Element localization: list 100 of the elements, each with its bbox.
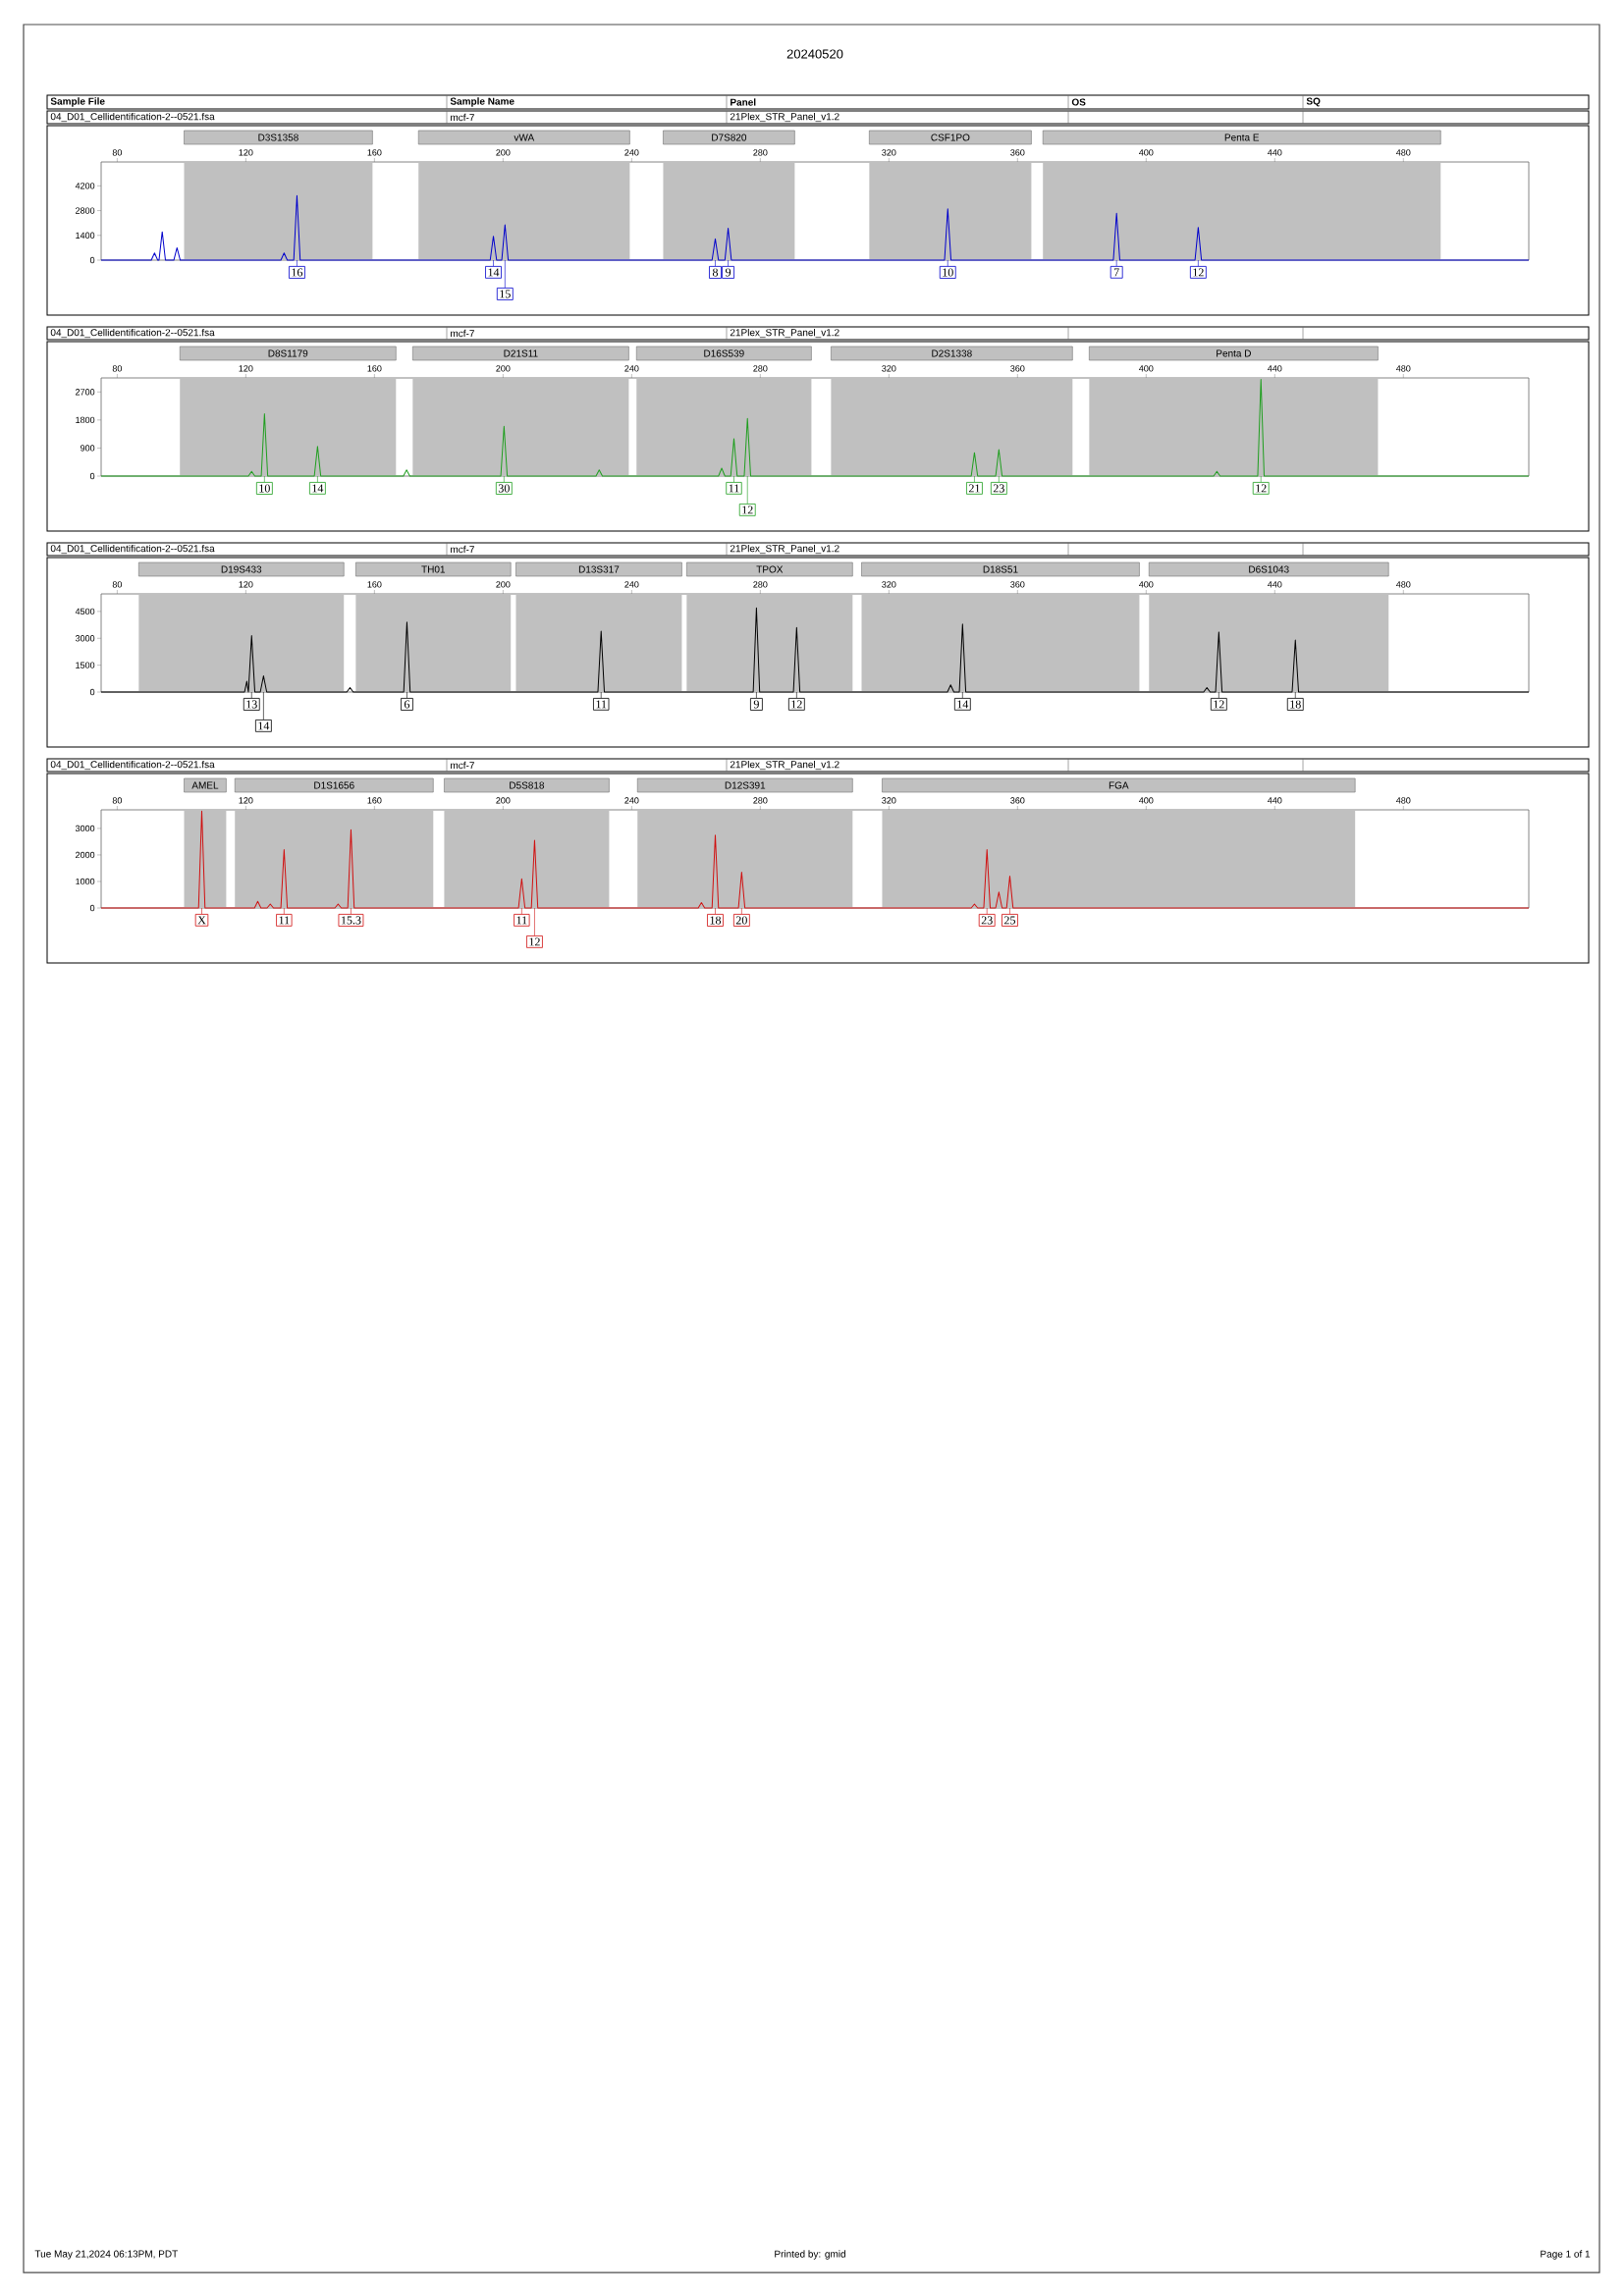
annotation: 11 bbox=[596, 700, 607, 709]
text: 20240520 bbox=[786, 49, 843, 59]
x-tick-label: 320 bbox=[882, 149, 896, 156]
y-tick-label: 3000 bbox=[75, 635, 95, 642]
band-label: D21S11 bbox=[504, 349, 538, 357]
annotation: 20 bbox=[735, 916, 747, 925]
x-tick-label: 400 bbox=[1139, 581, 1154, 588]
x-tick-label: 480 bbox=[1396, 149, 1411, 156]
text: OS bbox=[1071, 98, 1086, 106]
text: Page 1 of 1 bbox=[1541, 2250, 1591, 2260]
line-series bbox=[100, 607, 1530, 693]
annotation: 11 bbox=[516, 916, 527, 925]
annotation: 7 bbox=[1113, 268, 1119, 277]
y-tick-label: 0 bbox=[89, 904, 95, 912]
y-tick-label: 2000 bbox=[76, 851, 95, 859]
band-label: TH01 bbox=[421, 565, 446, 573]
x-tick-label: 480 bbox=[1396, 581, 1411, 588]
y-tick-label: 1400 bbox=[76, 232, 95, 239]
annotation: 15 bbox=[500, 290, 511, 298]
x-tick-label: 240 bbox=[624, 149, 639, 156]
x-tick-label: 400 bbox=[1139, 797, 1154, 804]
annotation: 12 bbox=[742, 506, 753, 514]
y-tick-label: 0 bbox=[89, 472, 95, 480]
band-label: CSF1PO bbox=[931, 133, 970, 141]
band-label: D12S391 bbox=[725, 781, 766, 789]
annotation: 14 bbox=[488, 268, 500, 277]
x-tick-label: 360 bbox=[1010, 581, 1025, 588]
annotation: 21 bbox=[968, 484, 980, 493]
annotation: 12 bbox=[1193, 268, 1204, 277]
band-label: Penta E bbox=[1224, 133, 1260, 141]
band-label: D13S317 bbox=[578, 565, 620, 573]
x-tick-label: 120 bbox=[239, 581, 253, 588]
line-series bbox=[100, 194, 1530, 261]
annotation: 8 bbox=[712, 268, 719, 277]
text: 04_D01_Cellidentification-2--0521.fsa bbox=[50, 328, 215, 339]
band-label: AMEL bbox=[191, 781, 219, 789]
band-label: D6S1043 bbox=[1249, 565, 1289, 573]
annotation: 30 bbox=[498, 484, 510, 493]
annotation: 12 bbox=[529, 937, 540, 946]
annotation: 6 bbox=[404, 700, 410, 709]
x-tick-label: 280 bbox=[753, 149, 768, 156]
y-tick-label: 0 bbox=[89, 256, 95, 264]
text: 21Plex_STR_Panel_v1.2 bbox=[730, 544, 839, 555]
y-tick-label: 1000 bbox=[76, 878, 95, 885]
x-tick-label: 120 bbox=[239, 365, 253, 372]
band-label: D1S1656 bbox=[314, 781, 354, 789]
x-tick-label: 80 bbox=[112, 365, 123, 372]
annotation: 9 bbox=[753, 700, 759, 709]
annotation: 13 bbox=[246, 700, 257, 709]
x-tick-label: 160 bbox=[367, 149, 382, 156]
y-tick-label: 1500 bbox=[76, 662, 95, 668]
text: Printed by: gmid bbox=[775, 2250, 845, 2260]
x-tick-label: 160 bbox=[367, 581, 382, 588]
text: 21Plex_STR_Panel_v1.2 bbox=[730, 112, 839, 123]
band-label: Penta D bbox=[1217, 349, 1251, 357]
band-label: D16S539 bbox=[704, 349, 744, 357]
y-tick-label: 2800 bbox=[76, 207, 95, 214]
y-tick-label: 4500 bbox=[75, 608, 95, 615]
y-tick-label: 0 bbox=[89, 688, 95, 696]
band-label: TPOX bbox=[756, 565, 784, 573]
x-tick-label: 200 bbox=[496, 797, 511, 804]
annotation: 14 bbox=[312, 484, 324, 493]
text: 21Plex_STR_Panel_v1.2 bbox=[730, 328, 839, 339]
x-tick-label: 160 bbox=[367, 797, 382, 804]
annotation: 10 bbox=[943, 268, 953, 277]
x-tick-label: 280 bbox=[753, 581, 768, 588]
x-tick-label: 440 bbox=[1268, 149, 1282, 156]
x-tick-label: 80 bbox=[112, 149, 123, 156]
x-tick-label: 400 bbox=[1139, 149, 1154, 156]
annotation: X bbox=[197, 916, 206, 925]
y-tick-label: 1800 bbox=[76, 416, 95, 424]
annotation: 23 bbox=[993, 484, 1004, 493]
annotation: 18 bbox=[1290, 700, 1301, 709]
band-label: FGA bbox=[1109, 781, 1129, 789]
band-label: D19S433 bbox=[221, 565, 262, 573]
y-tick-label: 4200 bbox=[75, 183, 95, 189]
annotation: 11 bbox=[279, 916, 290, 925]
text: 04_D01_Cellidentification-2--0521.fsa bbox=[50, 544, 215, 555]
annotation: 16 bbox=[292, 268, 303, 277]
annotation: 10 bbox=[259, 484, 270, 493]
x-tick-label: 240 bbox=[624, 581, 639, 588]
band-label: D7S820 bbox=[712, 133, 747, 141]
x-tick-label: 80 bbox=[112, 581, 123, 588]
text: Sample Name bbox=[450, 97, 514, 107]
y-tick-label: 2700 bbox=[76, 389, 95, 396]
x-tick-label: 440 bbox=[1268, 797, 1282, 804]
x-tick-label: 120 bbox=[239, 797, 253, 804]
y-tick-label: 900 bbox=[80, 445, 95, 452]
x-tick-label: 280 bbox=[753, 797, 768, 804]
y-tick-label: 3000 bbox=[75, 825, 95, 832]
band-label: D2S1338 bbox=[932, 349, 972, 357]
x-tick-label: 200 bbox=[496, 365, 511, 372]
annotation: 12 bbox=[1256, 484, 1267, 493]
x-tick-label: 360 bbox=[1010, 149, 1025, 156]
annotation: 18 bbox=[710, 916, 722, 925]
x-tick-label: 120 bbox=[239, 149, 253, 156]
band-label: D8S1179 bbox=[268, 349, 308, 357]
text: Sample File bbox=[50, 97, 105, 107]
band-label: vWA bbox=[514, 133, 535, 141]
annotation: 12 bbox=[791, 700, 802, 709]
